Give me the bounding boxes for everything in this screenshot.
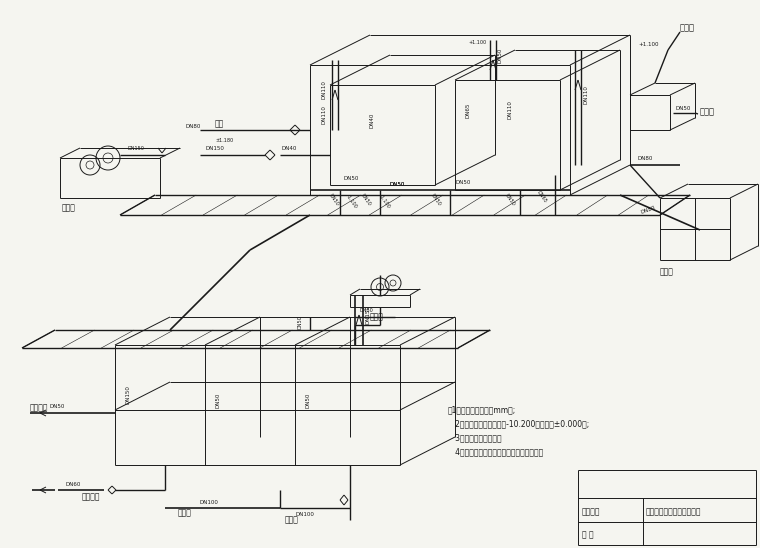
Text: DN50: DN50 [328,193,340,207]
Text: 图 号: 图 号 [582,530,594,539]
Text: DN50: DN50 [215,392,220,408]
Text: DN50: DN50 [455,180,470,186]
Text: 来水管: 来水管 [700,107,715,117]
Text: ±1.180: ±1.180 [215,139,233,144]
Text: 自来水管: 自来水管 [30,403,49,413]
Text: -1.100: -1.100 [378,194,391,210]
Text: DN50: DN50 [360,307,374,312]
Text: DN40: DN40 [370,112,375,128]
Text: +1.100: +1.100 [638,43,658,48]
Text: 风管: 风管 [215,119,224,128]
Text: 热水管: 热水管 [285,516,299,524]
Text: DN50: DN50 [430,193,442,207]
Text: DN65: DN65 [465,102,470,118]
Text: DN150: DN150 [205,146,224,151]
Text: DN110: DN110 [584,85,589,105]
Text: DN80: DN80 [638,156,654,161]
Text: 来水管: 来水管 [680,24,695,32]
Text: DN80: DN80 [185,123,201,128]
Text: DN50: DN50 [360,193,372,207]
Text: DN50: DN50 [390,181,405,186]
Text: 4、进室管为从点指底部接管请入排水沟。: 4、进室管为从点指底部接管请入排水沟。 [448,448,543,456]
Text: DN110: DN110 [322,81,327,99]
Text: DN150: DN150 [126,386,131,404]
Text: DN80: DN80 [640,205,656,215]
Text: DN150: DN150 [128,146,145,151]
Text: DN50: DN50 [498,47,503,62]
Text: DN150: DN150 [366,306,371,324]
Text: 自来水管: 自来水管 [82,493,100,501]
Text: DN50: DN50 [305,392,310,408]
Text: DN50: DN50 [675,106,690,111]
Text: 鼓风机: 鼓风机 [62,203,76,213]
Text: -1.100: -1.100 [345,194,358,210]
Text: DN100: DN100 [200,499,219,505]
Text: DN65: DN65 [536,190,548,204]
Text: 3、标高标注为管底制: 3、标高标注为管底制 [448,433,502,442]
Text: 集水箱: 集水箱 [660,267,674,277]
Text: 注1、图中管径单位以mm计;: 注1、图中管径单位以mm计; [448,406,516,414]
Text: 2、以设备间地面标高为-10.200米为本图±0.000米;: 2、以设备间地面标高为-10.200米为本图±0.000米; [448,420,589,429]
Text: DN100: DN100 [296,511,315,517]
Text: DN50: DN50 [390,182,405,187]
Text: DN50: DN50 [343,175,359,180]
Text: 办公楼中水回用水处理工程: 办公楼中水回用水处理工程 [646,507,701,517]
Text: DN110: DN110 [508,101,513,119]
Text: DN60: DN60 [65,482,81,487]
Text: DN50: DN50 [504,193,516,207]
Text: DN50: DN50 [298,315,303,329]
Text: 软水管: 软水管 [178,509,192,517]
Text: DN40: DN40 [282,146,297,151]
Text: 加压泵: 加压泵 [370,312,384,322]
Text: 工程名称: 工程名称 [582,507,600,517]
Text: DN50: DN50 [50,404,65,409]
Text: +1.100: +1.100 [468,39,486,44]
Text: DN110: DN110 [322,106,327,124]
